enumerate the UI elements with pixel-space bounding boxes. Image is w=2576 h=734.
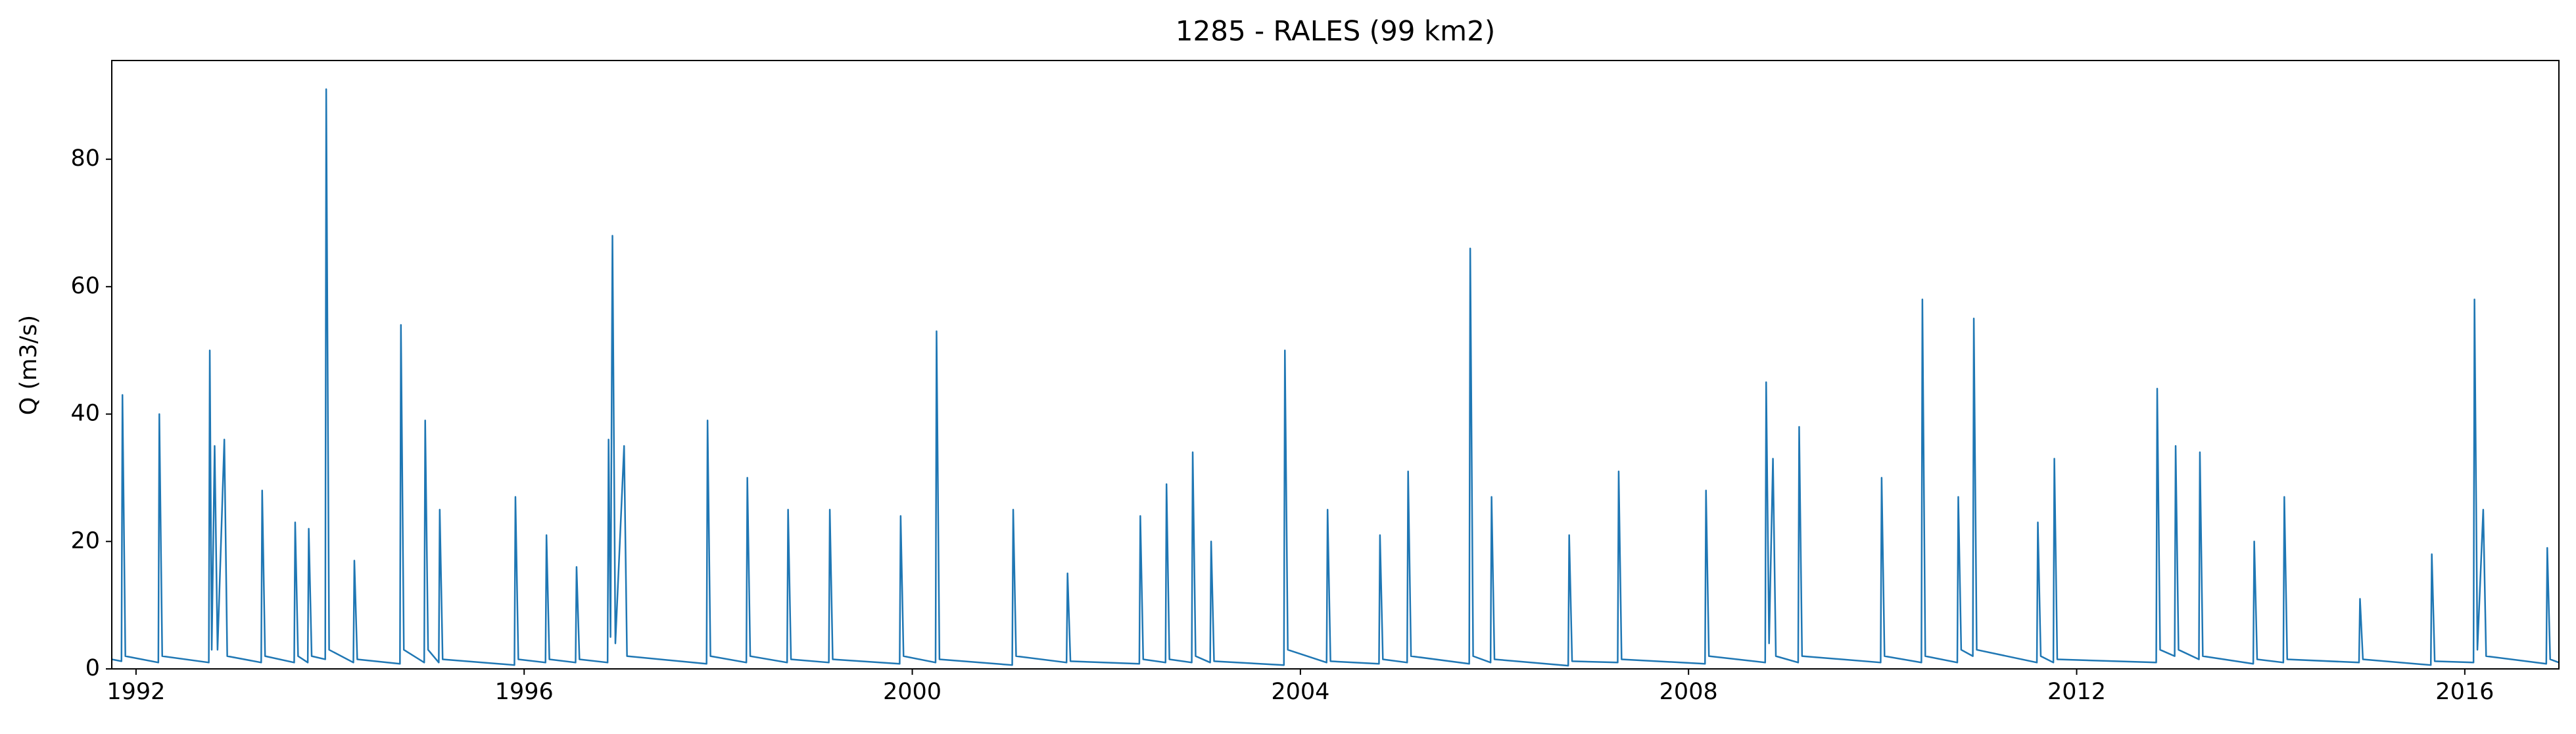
x-tick-label: 1996 xyxy=(495,679,554,705)
chart-title: 1285 - RALES (99 km2) xyxy=(1176,15,1495,47)
x-tick-label: 2004 xyxy=(1271,679,1329,705)
y-axis-label: Q (m3/s) xyxy=(16,315,42,415)
series-line xyxy=(112,88,2559,667)
y-tick-label: 80 xyxy=(70,145,100,172)
x-tick-label: 2012 xyxy=(2047,679,2106,705)
y-tick-label: 20 xyxy=(70,527,100,554)
x-tick-label: 2000 xyxy=(883,679,942,705)
y-tick-label: 0 xyxy=(85,655,100,681)
plot-frame xyxy=(111,60,2560,670)
x-tick-label: 2016 xyxy=(2435,679,2494,705)
y-tick-label: 60 xyxy=(70,273,100,299)
x-tick-label: 1992 xyxy=(107,679,165,705)
y-tick-label: 40 xyxy=(70,401,100,427)
x-tick-label: 2008 xyxy=(1659,679,1718,705)
